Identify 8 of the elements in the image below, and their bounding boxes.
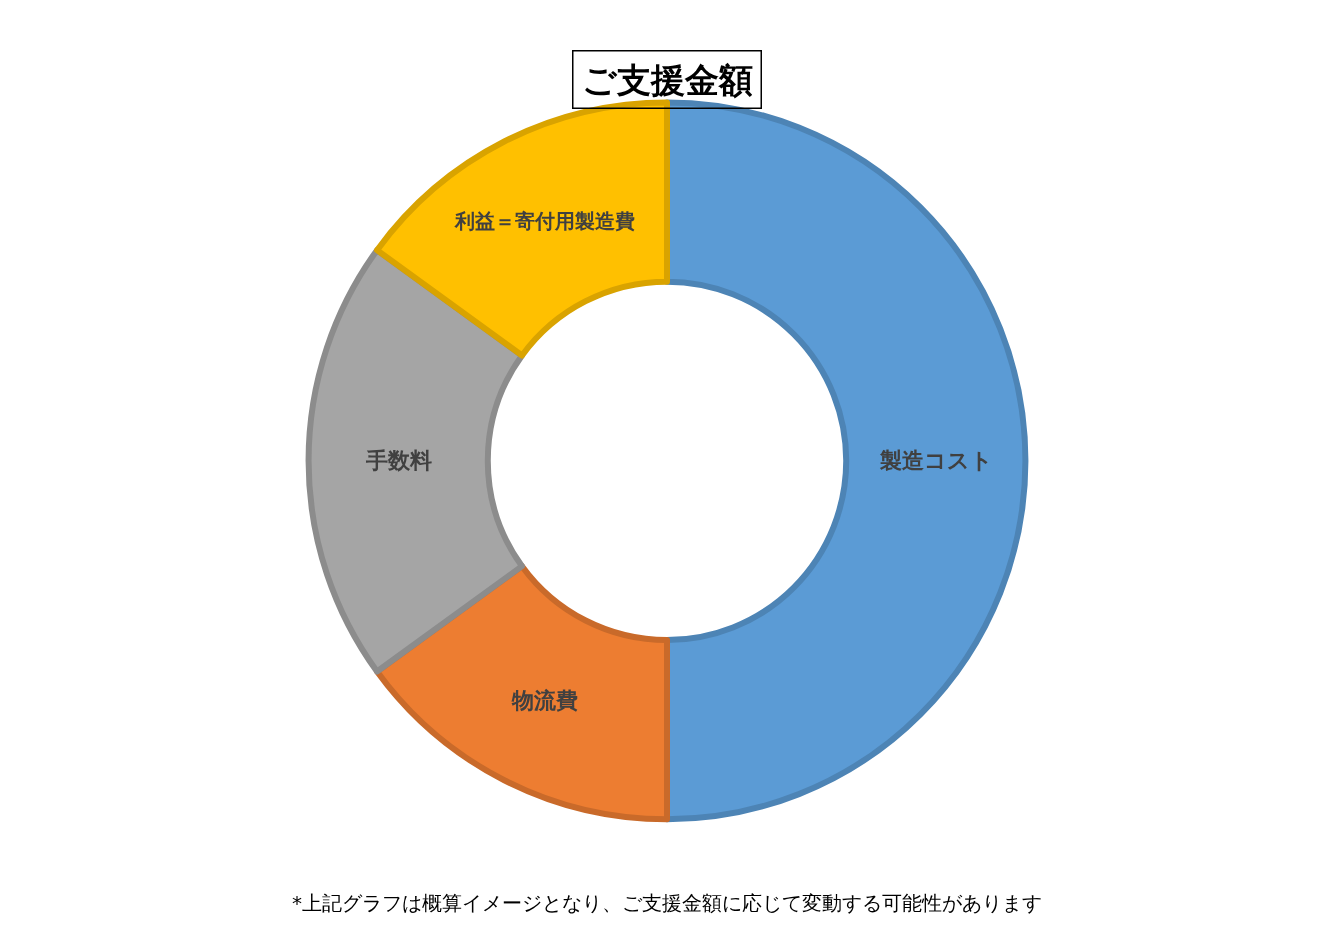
chart-title: ご支援金額 [581, 59, 753, 100]
donut-slice [374, 563, 670, 823]
slice-label: 利益＝寄付用製造費 [454, 210, 636, 234]
slice-label: 製造コスト [878, 448, 993, 474]
donut-slice [305, 247, 526, 675]
slice-label: 手数料 [364, 448, 432, 474]
slice-label: 物流費 [511, 687, 579, 713]
text: *上記グラフは概算イメージとなり、ご支援金額に応じて変動する可能性があります [292, 891, 1042, 915]
